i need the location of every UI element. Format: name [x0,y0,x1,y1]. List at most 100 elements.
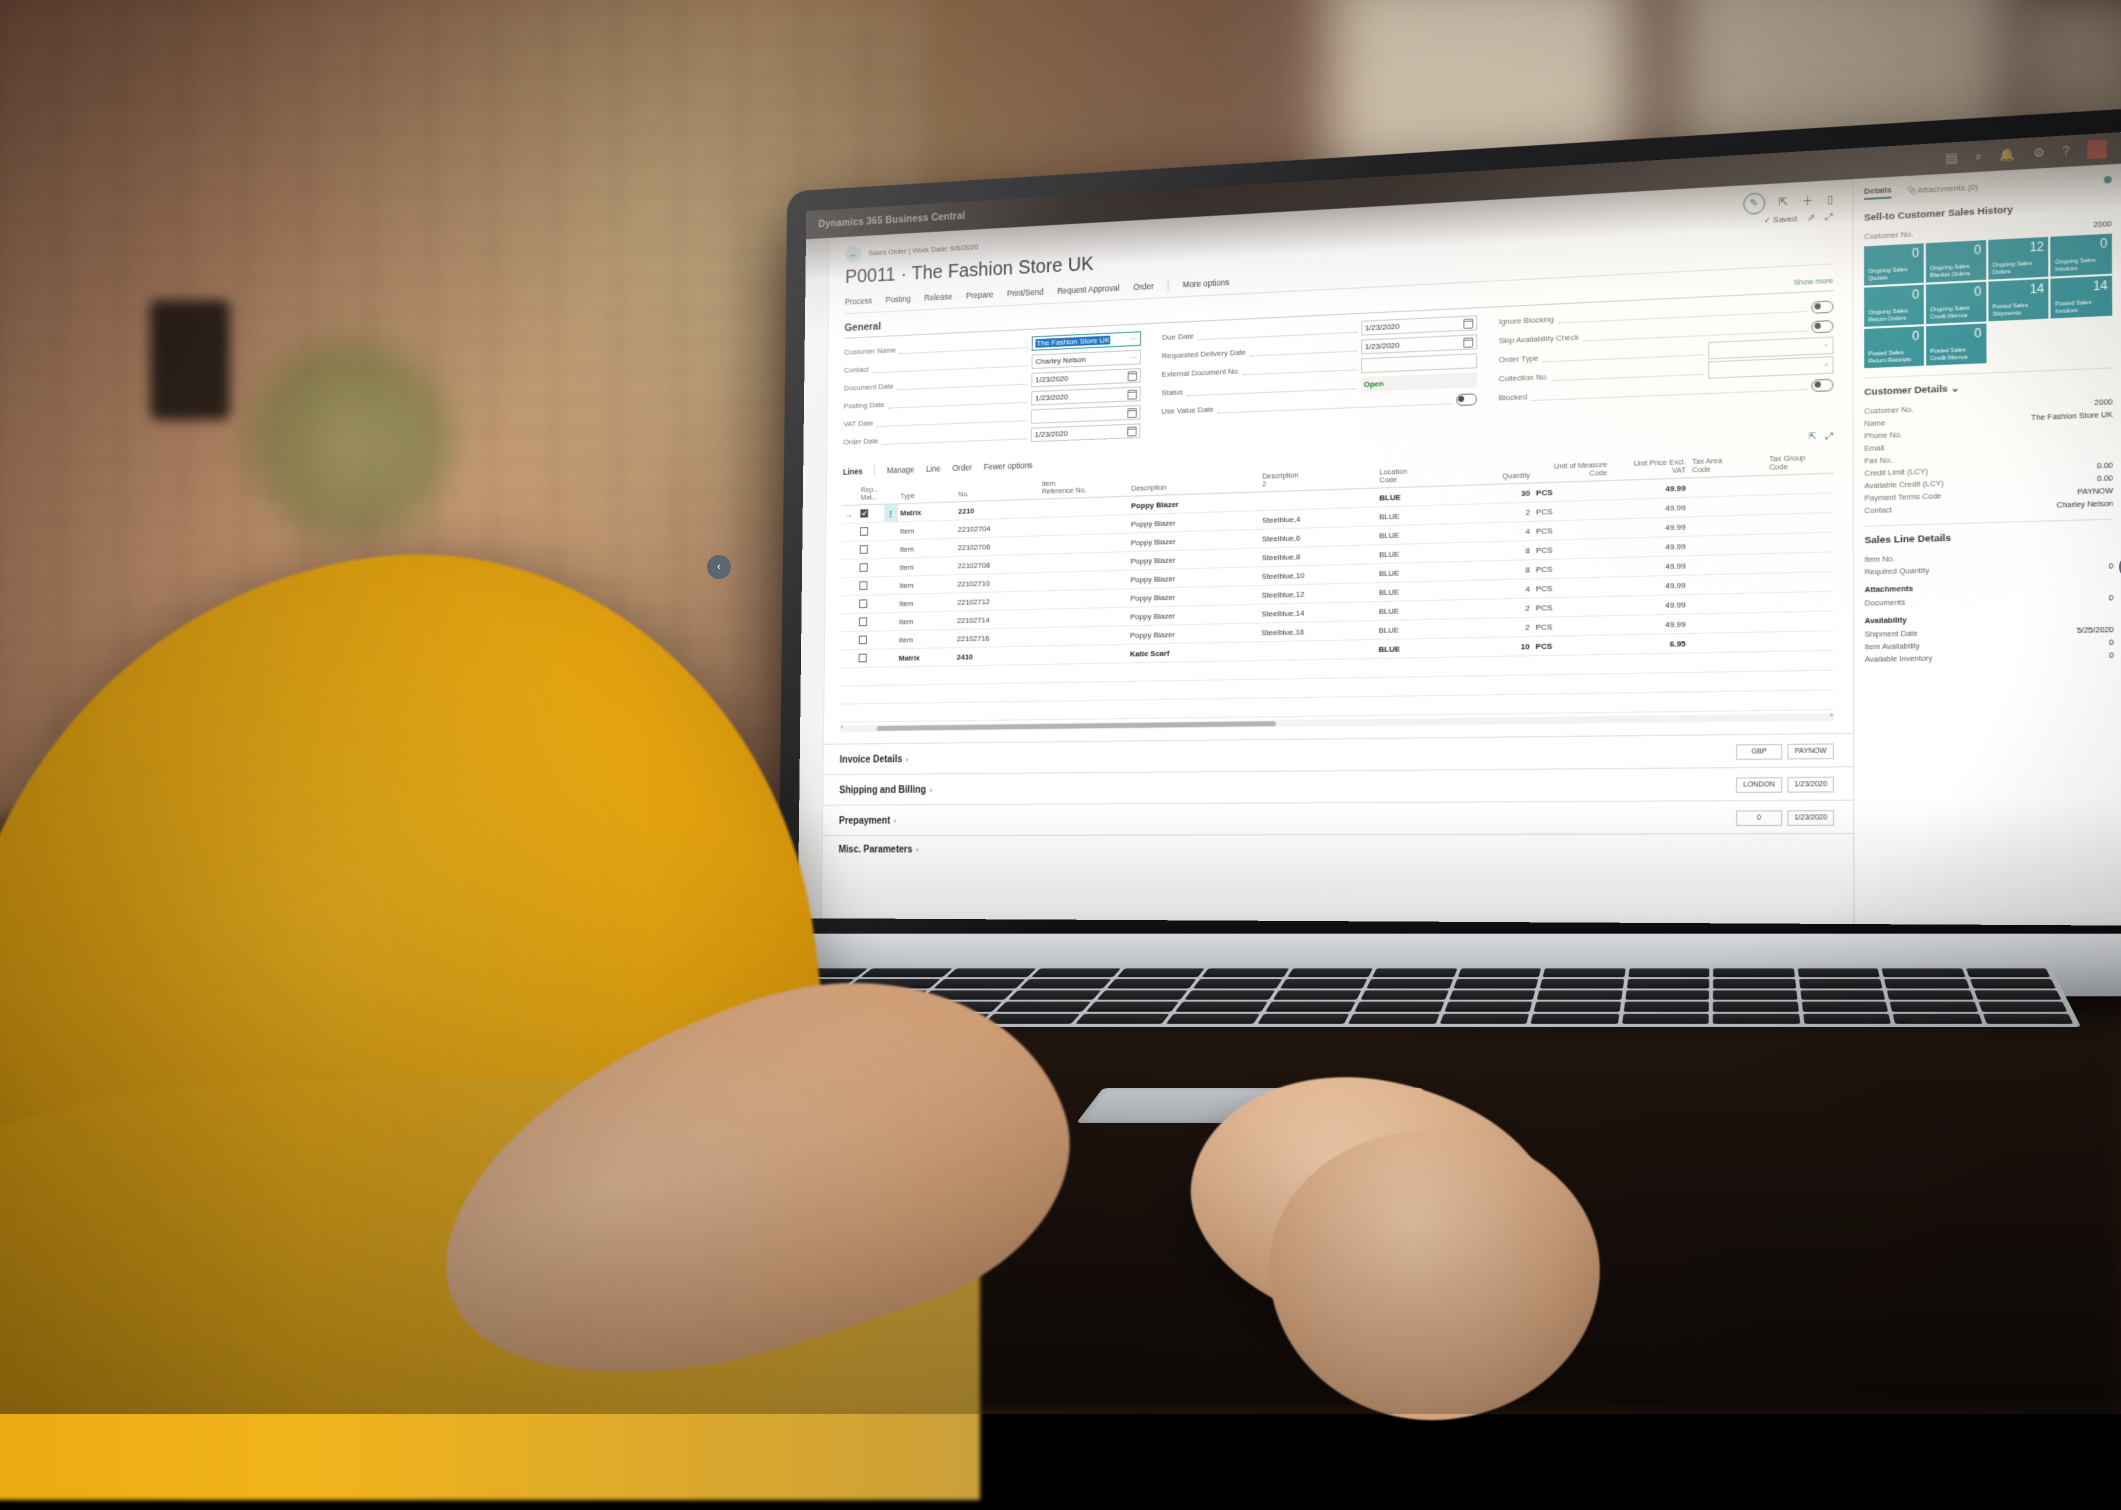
tab-details[interactable]: Details [1864,185,1892,200]
keyboard-row[interactable] [760,979,2056,988]
skip-availability-check-toggle[interactable] [1811,320,1833,333]
ignore-blocking-toggle[interactable] [1811,300,1833,313]
key[interactable] [1713,968,1794,977]
key[interactable] [1075,1014,1170,1024]
col-blank-0[interactable] [843,480,859,506]
cell-type[interactable]: Item [896,629,954,648]
row-menu-cell[interactable] [884,522,897,540]
gear-icon[interactable]: ⚙ [2033,145,2045,160]
tile-posted-sales-invoices[interactable]: 14 Posted Sales Invoices [2051,276,2113,319]
cell-tax-area-code[interactable] [1689,534,1766,556]
tab-attachments[interactable]: 📎Attachments (0) [1907,182,1978,195]
row-menu-cell[interactable] [883,612,896,630]
ribbon-item-request-approval[interactable]: Request Approval [1057,283,1119,296]
tile-posted-sales-return-receipts[interactable]: 0 Posted Sales Return Receipts [1864,326,1924,368]
cell-tax-group-code[interactable] [1766,552,1834,573]
row-checkbox[interactable] [860,563,868,572]
key[interactable] [1458,968,1542,977]
vat-date-input[interactable] [1031,405,1140,424]
cell-item-reference-no[interactable] [1038,607,1128,627]
key[interactable] [1176,1002,1268,1012]
tile-ongoing-sales-credit-memos[interactable]: 0 Ongoing Sales Credit Memos [1926,282,1986,324]
key[interactable] [933,979,1025,988]
cell-no[interactable]: 22102716 [954,628,1038,648]
cell-tax-area-code[interactable] [1689,573,1766,594]
key[interactable] [1628,968,1709,977]
row-checkbox[interactable] [859,635,867,644]
expand-icon[interactable]: ⤢ [1826,211,1834,223]
key[interactable] [1440,1014,1530,1024]
cell-quantity[interactable]: 4 [1466,579,1533,600]
cell-tax-area-code[interactable] [1689,593,1766,614]
back-arrow-icon[interactable]: ← [845,245,861,263]
cell-unit-price[interactable]: 49.99 [1610,497,1689,519]
cell-unit-price[interactable]: 49.99 [1610,536,1689,557]
key[interactable] [1097,990,1188,1000]
cell-no[interactable]: 2410 [954,646,1038,666]
lines-menu-fewer-options[interactable]: Fewer options [984,460,1033,471]
cell-item-reference-no[interactable] [1037,663,1127,683]
row-checkbox[interactable] [859,617,867,626]
ribbon-item-prepare[interactable]: Prepare [966,290,994,301]
cell-tax-group-code[interactable] [1766,493,1834,515]
cell-quantity[interactable] [1466,675,1533,695]
section-misc-parameters[interactable]: Misc. Parameters › [822,833,1853,862]
cell-unit-price[interactable]: 49.99 [1610,575,1689,596]
key[interactable] [1031,968,1120,977]
cell-location-code[interactable]: BLUE [1376,581,1466,602]
row-checkbox-cell[interactable] [858,522,885,541]
key[interactable] [1625,990,1709,1000]
cell-unit-of-measure-code[interactable]: PCS [1533,596,1611,617]
key[interactable] [996,1002,1090,1012]
cell-unit-of-measure-code[interactable]: PCS [1533,616,1611,637]
cell-unit-of-measure-code[interactable] [1533,654,1611,675]
cell-type[interactable]: Item [897,556,955,576]
row-menu-cell[interactable] [883,649,896,667]
row-checkbox-cell[interactable] [856,631,883,650]
key[interactable] [1348,1014,1439,1024]
row-checkbox[interactable] [860,527,868,536]
keyboard-row[interactable] [776,968,2051,977]
row-menu-cell[interactable] [884,540,897,558]
cell-type[interactable]: Item [897,575,955,595]
cell-unit-price[interactable] [1610,672,1689,693]
key[interactable] [1543,968,1626,977]
key[interactable] [1361,990,1449,1000]
key[interactable] [1086,1002,1179,1012]
cell-location-code[interactable]: BLUE [1376,638,1466,659]
row-menu-cell[interactable]: ⋮ [884,504,897,523]
open-in-excel-icon[interactable]: ⇱ [1809,431,1817,443]
key[interactable] [1622,1014,1709,1024]
row-checkbox[interactable] [860,545,868,554]
lines-menu-manage[interactable]: Manage [887,464,915,475]
cell-tax-area-code[interactable] [1689,691,1766,712]
cell-unit-price[interactable]: 49.99 [1610,595,1689,616]
col-rep-mat[interactable]: Rep...Mat... [858,479,885,505]
cell-unit-of-measure-code[interactable]: PCS [1533,500,1611,522]
key[interactable] [861,968,953,977]
cell-tax-group-code[interactable] [1766,532,1834,553]
chevron-right-icon[interactable]: › [930,786,933,795]
key[interactable] [946,968,1037,977]
key[interactable] [1797,968,1879,977]
cell-item-reference-no[interactable] [1038,626,1128,646]
key[interactable] [1449,990,1536,1000]
key[interactable] [984,1014,1080,1024]
cell-no[interactable]: 22102706 [955,536,1039,557]
row-checkbox[interactable] [860,509,868,518]
blocked-toggle[interactable] [1811,378,1833,391]
cell-tax-area-code[interactable] [1689,671,1766,692]
key[interactable] [1280,979,1367,988]
help-icon[interactable]: ? [2062,144,2069,159]
key[interactable] [1355,1002,1444,1012]
key[interactable] [1257,1014,1349,1024]
cell-unit-of-measure-code[interactable]: PCS [1533,538,1611,559]
customer-details-title[interactable]: Customer Details ⌄ [1864,377,2112,398]
cell-unit-price[interactable] [1610,653,1689,674]
key[interactable] [1287,968,1373,977]
cell-type[interactable]: Item [897,538,955,558]
share-icon[interactable]: ⇱ [1778,195,1788,209]
avatar[interactable] [2087,139,2107,159]
